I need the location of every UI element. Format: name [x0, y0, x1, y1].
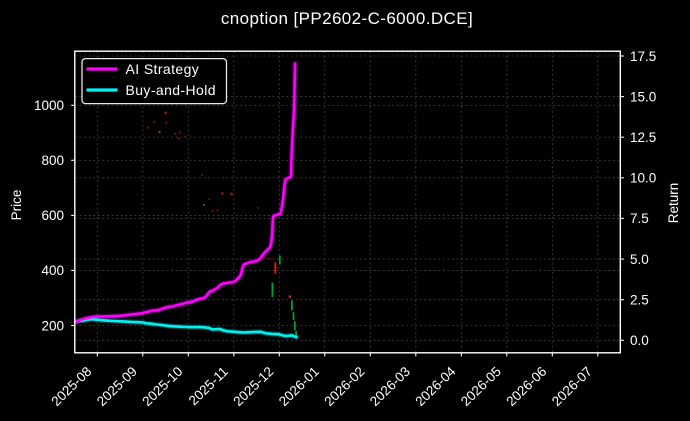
svg-text:400: 400: [41, 263, 64, 278]
svg-text:Return: Return: [666, 183, 681, 224]
svg-text:200: 200: [41, 318, 64, 333]
svg-text:15.0: 15.0: [630, 89, 656, 104]
svg-text:Buy-and-Hold: Buy-and-Hold: [126, 82, 216, 98]
svg-text:1000: 1000: [34, 98, 64, 113]
svg-text:AI Strategy: AI Strategy: [126, 61, 200, 77]
svg-text:7.5: 7.5: [630, 211, 649, 226]
svg-text:cnoption [PP2602-C-6000.DCE]: cnoption [PP2602-C-6000.DCE]: [221, 9, 473, 28]
svg-text:Price: Price: [9, 190, 24, 221]
svg-text:600: 600: [41, 208, 64, 223]
svg-text:10.0: 10.0: [630, 171, 656, 186]
svg-text:2.5: 2.5: [630, 293, 649, 308]
svg-text:800: 800: [41, 153, 64, 168]
svg-text:0.0: 0.0: [630, 333, 649, 348]
svg-text:5.0: 5.0: [630, 252, 649, 267]
svg-text:12.5: 12.5: [630, 130, 656, 145]
svg-text:17.5: 17.5: [630, 49, 656, 64]
